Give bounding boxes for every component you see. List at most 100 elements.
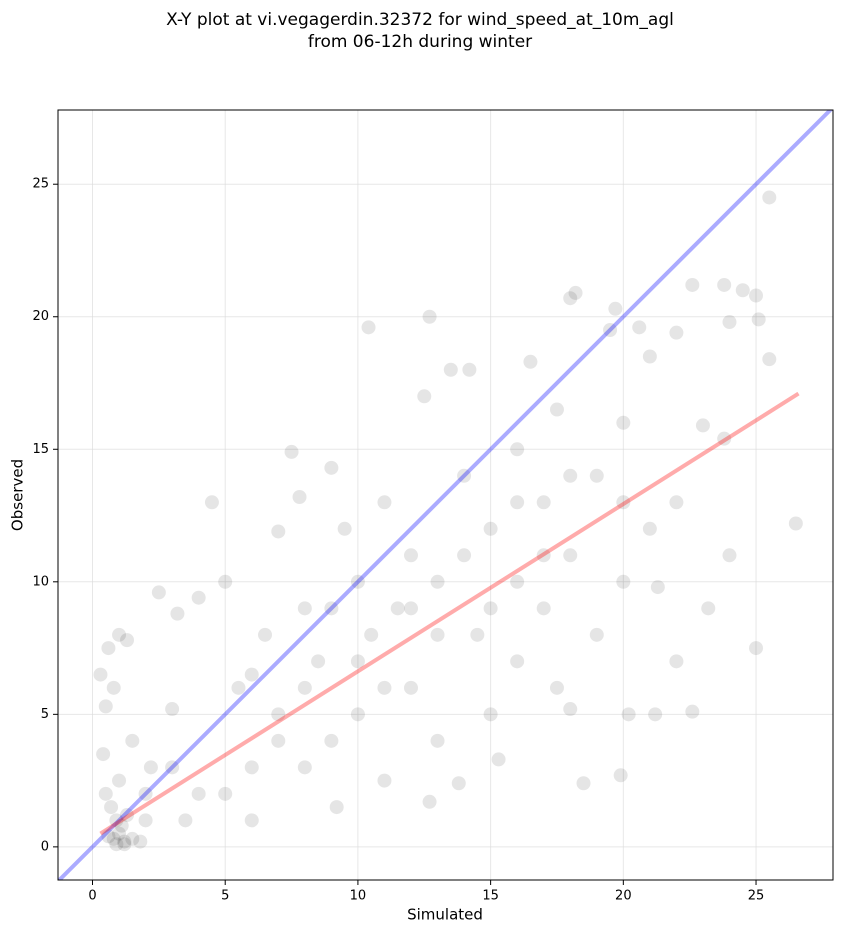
point: [204, 495, 219, 510]
point: [231, 680, 246, 695]
point: [112, 773, 127, 788]
point: [350, 707, 365, 722]
point: [568, 285, 583, 300]
point: [685, 277, 700, 292]
point: [669, 654, 684, 669]
point: [613, 768, 628, 783]
point: [717, 431, 732, 446]
point: [762, 190, 777, 205]
point: [101, 829, 116, 844]
point: [616, 495, 631, 510]
point: [403, 680, 418, 695]
point: [109, 813, 124, 828]
point: [244, 760, 259, 775]
point: [451, 776, 466, 791]
point: [377, 495, 392, 510]
point: [165, 760, 180, 775]
point: [258, 627, 273, 642]
point: [632, 320, 647, 335]
point: [443, 362, 458, 377]
point: [717, 277, 732, 292]
point: [422, 794, 437, 809]
x-axis-label: Simulated: [407, 906, 483, 924]
point: [297, 680, 312, 695]
point: [244, 667, 259, 682]
point: [536, 601, 551, 616]
point: [337, 521, 352, 536]
point: [138, 813, 153, 828]
point: [788, 516, 803, 531]
point: [120, 808, 135, 823]
point: [165, 702, 180, 717]
point: [403, 548, 418, 563]
point: [271, 733, 286, 748]
point: [616, 415, 631, 430]
point: [642, 521, 657, 536]
point: [311, 654, 326, 669]
point: [117, 837, 132, 852]
point: [563, 291, 578, 306]
point: [125, 733, 140, 748]
point: [417, 389, 432, 404]
point: [510, 574, 525, 589]
point: [125, 831, 140, 846]
point: [549, 402, 564, 417]
x-tick-label: 10: [350, 889, 367, 904]
point: [749, 288, 764, 303]
y-tick-label: 0: [41, 839, 49, 854]
point: [621, 707, 636, 722]
y-tick-label: 20: [32, 309, 49, 324]
point: [701, 601, 716, 616]
point: [244, 813, 259, 828]
point: [104, 800, 119, 815]
point: [350, 574, 365, 589]
point: [549, 680, 564, 695]
chart-title: from 06-12h during winter: [308, 32, 532, 52]
point: [96, 747, 111, 762]
point: [93, 667, 108, 682]
point: [191, 786, 206, 801]
point: [117, 834, 132, 849]
point: [722, 315, 737, 330]
point: [749, 641, 764, 656]
plot-frame: [57, 109, 834, 881]
point: [669, 325, 684, 340]
point: [457, 548, 472, 563]
point: [361, 320, 376, 335]
point: [608, 301, 623, 316]
x-tick-label: 5: [221, 889, 229, 904]
point: [133, 834, 148, 849]
point: [112, 627, 127, 642]
point: [589, 627, 604, 642]
identity-line: [58, 110, 833, 880]
chart-title: X-Y plot at vi.vegagerdin.32372 for wind…: [166, 10, 674, 30]
point: [523, 354, 538, 369]
point: [751, 312, 766, 327]
point: [101, 641, 116, 656]
point: [648, 707, 663, 722]
point: [510, 654, 525, 669]
point: [536, 548, 551, 563]
point: [589, 468, 604, 483]
point: [143, 760, 158, 775]
point: [292, 489, 307, 504]
point: [191, 590, 206, 605]
point: [109, 837, 124, 852]
point: [98, 699, 113, 714]
point: [324, 601, 339, 616]
point: [491, 752, 506, 767]
point: [483, 601, 498, 616]
point: [762, 352, 777, 367]
point: [430, 733, 445, 748]
y-tick-label: 25: [32, 177, 49, 192]
point: [563, 702, 578, 717]
point: [377, 680, 392, 695]
point: [457, 468, 472, 483]
y-axis-label: Observed: [9, 459, 27, 531]
point: [178, 813, 193, 828]
x-tick-label: 15: [482, 889, 499, 904]
point: [271, 707, 286, 722]
point: [218, 786, 233, 801]
point: [669, 495, 684, 510]
